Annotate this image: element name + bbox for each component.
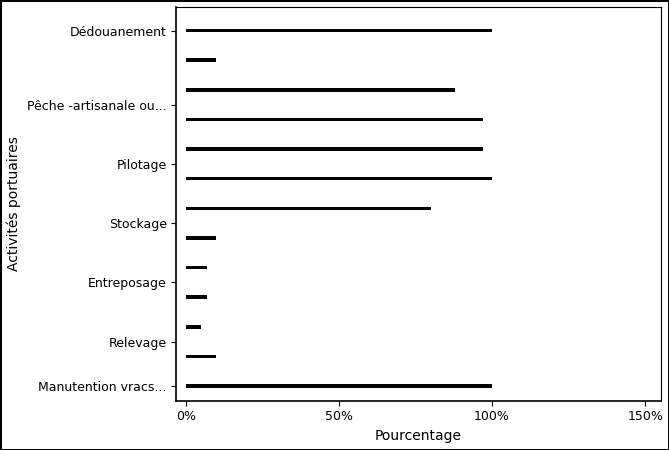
- Bar: [186, 384, 492, 388]
- Bar: [186, 236, 216, 240]
- Bar: [186, 58, 216, 62]
- Y-axis label: Activités portuaires: Activités portuaires: [7, 136, 21, 271]
- Bar: [186, 118, 483, 121]
- Bar: [186, 295, 207, 299]
- Bar: [186, 88, 456, 92]
- X-axis label: Pourcentage: Pourcentage: [375, 429, 462, 443]
- Bar: [186, 207, 431, 210]
- Bar: [186, 325, 201, 328]
- Bar: [186, 355, 216, 358]
- Bar: [186, 29, 492, 32]
- Bar: [186, 147, 483, 151]
- Bar: [186, 266, 207, 269]
- Bar: [186, 177, 492, 180]
